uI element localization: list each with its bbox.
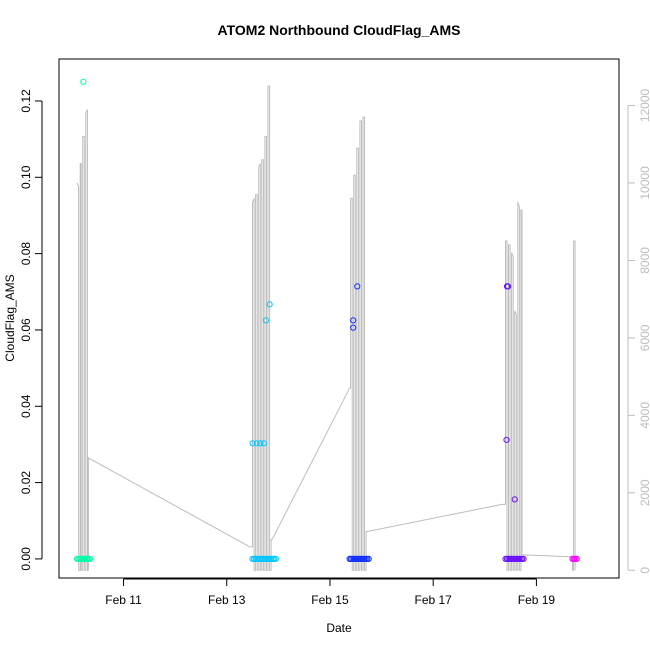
y-tick-label: 0.04: [19, 394, 33, 418]
secondary-line-layer: [76, 85, 576, 571]
y-tick-label: 0.08: [19, 242, 33, 266]
points-layer: [74, 78, 580, 563]
y-tick-label: 0.02: [19, 471, 33, 495]
y-axis-label: CloudFlag_AMS: [3, 274, 17, 361]
data-point: [260, 440, 267, 447]
y-tick-label: 0.06: [19, 318, 33, 342]
series-2: [249, 301, 279, 563]
plot-frame: [58, 58, 620, 579]
data-point: [262, 317, 270, 324]
y2-tick-label: 10000: [638, 166, 650, 200]
data-point: [511, 496, 518, 503]
x-tick-label: Feb 13: [208, 593, 246, 607]
data-point: [253, 440, 260, 447]
series-3: [346, 283, 372, 563]
x-axis-label: Date: [326, 621, 352, 635]
data-point: [354, 283, 361, 290]
data-point-zero: [573, 555, 580, 563]
y-tick-label: 0.12: [19, 89, 33, 113]
data-point-zero: [272, 555, 279, 563]
data-point: [503, 436, 510, 443]
x-tick-label: Feb 15: [311, 593, 349, 607]
y2-tick-label: 4000: [638, 402, 650, 429]
y-tick-label: 0.00: [19, 547, 33, 571]
data-point-zero: [365, 555, 372, 563]
y2-tick-label: 8000: [638, 247, 650, 274]
data-point: [249, 440, 256, 447]
data-point: [350, 317, 357, 324]
y2-tick-label: 12000: [638, 88, 650, 122]
data-point: [80, 78, 87, 86]
chart-title: ATOM2 Northbound CloudFlag_AMS: [218, 22, 461, 38]
y2-tick-label: 0: [638, 567, 650, 574]
series-1: [74, 78, 94, 563]
x-tick-label: Feb 19: [518, 593, 556, 607]
y-tick-label: 0.10: [19, 165, 33, 189]
axes-layer: 0.00 0.02 0.04 0.06 0.08 0.10 0.12 0 2000 4000 600…: [19, 88, 650, 607]
y2-tick-label: 2000: [638, 479, 650, 506]
data-point-zero: [86, 555, 94, 563]
x-tick-label: Feb 17: [415, 593, 453, 607]
secondary-line: [76, 85, 576, 571]
x-tick-label: Feb 11: [105, 593, 142, 607]
series-4: [502, 283, 527, 563]
data-point: [504, 283, 512, 290]
data-point: [266, 301, 273, 308]
data-point: [350, 324, 357, 331]
data-point: [257, 440, 264, 447]
series-5: [569, 555, 580, 563]
y2-tick-label: 6000: [638, 324, 650, 351]
data-point-zero: [520, 555, 527, 563]
